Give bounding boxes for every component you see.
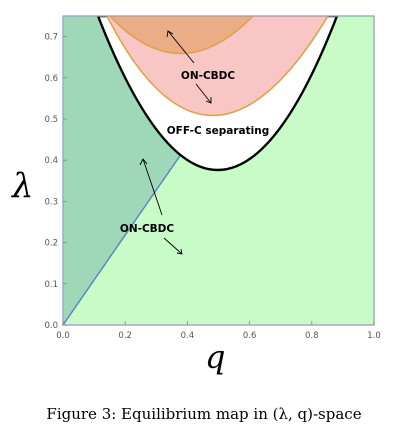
region-teal-triangle	[63, 16, 184, 325]
y-axis-title: λ	[10, 166, 34, 206]
annotation-arrows	[139, 30, 212, 255]
y-tick-label: 0.3	[44, 197, 58, 207]
y-tick-label: 0.0	[44, 321, 58, 331]
x-tick-label: 0.0	[56, 331, 70, 341]
x-tick-label: 0.4	[181, 331, 195, 341]
diagonal-boundary-line	[63, 149, 185, 325]
x-tick-label: 1.0	[367, 331, 381, 341]
x-tick-label: 0.2	[118, 331, 132, 341]
arrow-upper-up-head	[166, 30, 174, 38]
y-tick-label: 0.1	[44, 280, 58, 290]
region-label-on-cbdc-upper: ON-CBDC	[181, 70, 235, 82]
arrow-lower-down	[163, 237, 183, 255]
plot-frame	[62, 15, 375, 326]
region-label-on-cbdc-lower: ON-CBDC	[120, 223, 174, 235]
y-tick-label: 0.5	[44, 115, 58, 125]
arrow-lower-up-head	[139, 158, 148, 166]
arrow-upper-down-head	[205, 97, 212, 104]
arrow-lower-down-head	[176, 248, 183, 255]
arrow-upper-up	[167, 30, 195, 64]
figure-caption: Figure 3: Equilibrium map in (λ, q)-spac…	[46, 405, 361, 423]
x-tick-label: 0.6	[243, 331, 257, 341]
y-tick-label: 0.2	[44, 239, 58, 249]
arrow-lower-up	[142, 158, 163, 216]
arrow-upper-down	[195, 83, 212, 104]
y-tick-label: 0.7	[44, 33, 58, 43]
x-tick-label: 0.8	[305, 331, 319, 341]
x-axis-title: q	[205, 338, 225, 376]
y-tick-label: 0.6	[44, 74, 58, 84]
axis-ticks: 0.0 0.2 0.4 0.6 0.8 1.0 0.0 0.1 0.2 0.3 0.4 0.5 0.6 0…	[44, 33, 380, 341]
region-label-off-c-separating: OFF-C separating	[167, 125, 270, 137]
y-tick-label: 0.4	[44, 156, 58, 166]
